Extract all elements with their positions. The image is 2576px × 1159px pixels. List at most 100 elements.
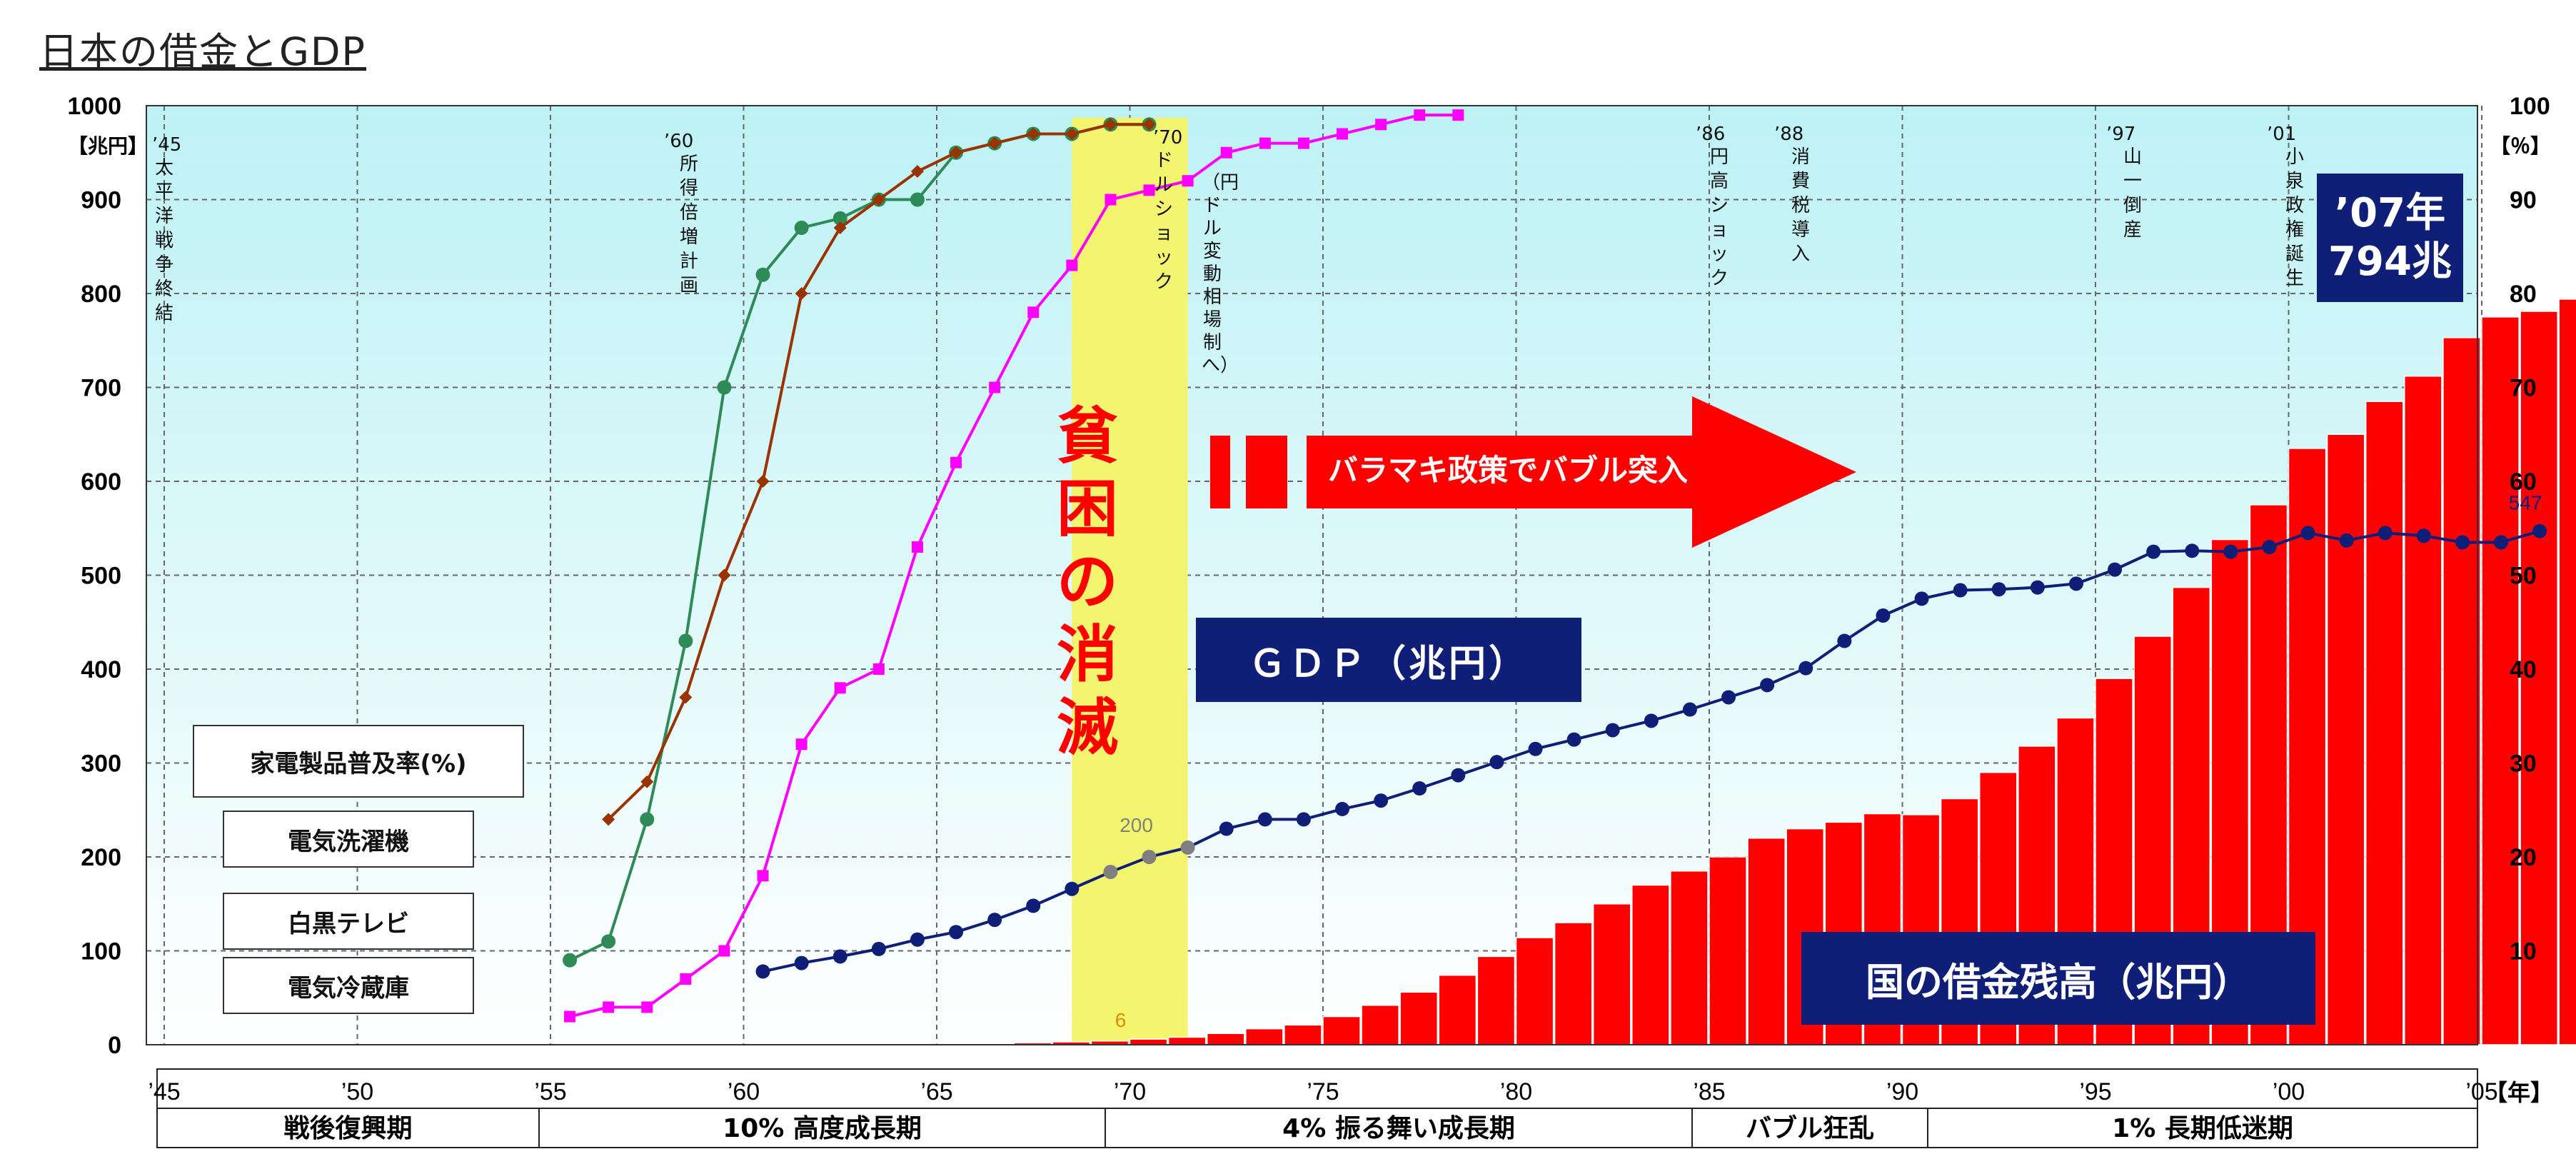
gdp-point <box>1682 702 1697 717</box>
fridge-point <box>1027 127 1040 141</box>
tv-point <box>603 1001 615 1013</box>
fridge-point <box>1142 118 1156 131</box>
washer-point <box>794 220 809 235</box>
event-1971: （円ドル変動相場制へ） <box>1202 171 1239 377</box>
era-high-growth: 10% 高度成長期 <box>723 1114 922 1143</box>
event-year: ’45 <box>152 134 182 156</box>
right-tick-label: 100 <box>2510 93 2550 120</box>
x-tick-label: ’70 <box>1114 1078 1146 1105</box>
fridge-point <box>950 146 963 159</box>
legend-washer: 電気洗濯機 <box>223 811 474 868</box>
gdp-point <box>2532 523 2547 538</box>
left-tick-label: 900 <box>81 187 121 214</box>
gdp-point <box>2494 535 2509 550</box>
debt-box: 国の借金残高（兆円） <box>1801 932 2315 1025</box>
debt-bar <box>1399 991 1439 1045</box>
legend-fridge: 電気冷蔵庫 <box>223 957 474 1014</box>
gdp-point <box>2339 533 2354 548</box>
debt-bar <box>1206 1033 1245 1045</box>
gdp-point <box>1489 755 1504 770</box>
gdp-point <box>1644 713 1659 728</box>
event-year: ’01 <box>2267 124 2297 145</box>
event-label: 所得倍増計画 <box>679 154 698 296</box>
debt-bar <box>1245 1028 1284 1045</box>
gdp-point <box>1798 661 1813 676</box>
fridge-point <box>910 165 924 179</box>
tv-point <box>1027 306 1040 318</box>
washer-point <box>717 380 732 395</box>
gdp-point <box>1296 812 1311 827</box>
gdp-547-label: 547 <box>2509 492 2542 514</box>
debt-2007-callout: ’07年 794兆 <box>2317 174 2463 302</box>
gdp-point <box>1257 812 1272 827</box>
debt-bar <box>2442 337 2481 1045</box>
bubble-arrow <box>1210 396 1856 548</box>
gdp-point <box>1451 768 1466 783</box>
debt-bar <box>2326 433 2365 1045</box>
gdp-point <box>987 913 1002 928</box>
gdp-point <box>871 941 886 956</box>
legend-header: 家電製品普及率(%) <box>193 725 524 798</box>
legend-tv: 白黒テレビ <box>223 893 474 950</box>
gdp-point <box>2108 562 2123 577</box>
debt-bar <box>1709 856 1747 1045</box>
debt-bar <box>2520 311 2558 1045</box>
debt-6-label: 6 <box>1115 1009 1127 1031</box>
debt-bar <box>2365 401 2404 1045</box>
left-tick-label: 300 <box>81 751 121 778</box>
debt-bar <box>1631 884 1670 1045</box>
tv-point <box>1182 175 1194 187</box>
tv-point <box>1452 109 1464 121</box>
fridge-point <box>1065 127 1079 141</box>
gdp-point <box>1219 821 1234 836</box>
gdp-point <box>1528 741 1543 756</box>
gdp-point <box>832 949 847 964</box>
gdp-point <box>1876 608 1891 623</box>
plot-border <box>146 105 2478 1045</box>
fridge-point <box>795 287 808 300</box>
gdp-point <box>1566 732 1581 747</box>
left-tick-label: 600 <box>81 468 121 496</box>
fridge-point <box>679 691 693 704</box>
event-year: ’86 <box>1696 124 1726 145</box>
gdp-point <box>2300 526 2315 541</box>
gdp-point <box>2185 543 2200 558</box>
debt-bar <box>1167 1036 1207 1045</box>
debt-bar <box>1322 1015 1361 1045</box>
debt-bar <box>1438 974 1477 1045</box>
washer-point <box>640 812 655 827</box>
x-tick-label: ’75 <box>1307 1078 1339 1105</box>
tv-point <box>872 663 885 675</box>
tv-point <box>795 738 807 751</box>
gdp-point <box>1335 801 1350 816</box>
fridge-point <box>640 775 654 788</box>
event-1960: ’60 所得倍増計画 <box>664 131 700 298</box>
event-label: 円高ショック <box>1709 146 1729 289</box>
gdp-box: ＧＤＰ（兆円） <box>1196 618 1581 702</box>
gdp-point <box>1180 840 1195 855</box>
gdp-point <box>2416 528 2431 543</box>
gdp-point <box>949 925 964 940</box>
debt-bar <box>1129 1038 1168 1045</box>
event-label: 太平洋戦争終結 <box>154 157 173 324</box>
right-tick-label: 40 <box>2510 656 2537 683</box>
fridge-point <box>988 136 1002 150</box>
event-label: （円ドル変動相場制へ） <box>1202 172 1239 376</box>
poverty-band <box>1072 118 1188 1045</box>
tv-point <box>1105 194 1117 206</box>
x-tick-label: ’60 <box>728 1078 760 1105</box>
left-tick-label: 200 <box>81 844 121 871</box>
washer-point <box>563 953 578 968</box>
gdp-point <box>1374 793 1389 808</box>
gdp-point <box>1953 583 1968 598</box>
x-tick-label: ’90 <box>1886 1078 1918 1105</box>
tv-point <box>564 1010 576 1023</box>
tv-point <box>834 682 846 694</box>
gdp-point <box>1103 865 1118 880</box>
page-title: 日本の借金とGDP <box>39 29 366 74</box>
era-postwar: 戦後復興期 <box>283 1114 413 1143</box>
tv-point <box>757 870 769 882</box>
x-tick-labels: ’45 ’50 ’55 ’60 ’65 ’70 ’75 ’80 ’85 ’90 ’95 ’00 ’05 <box>148 1078 2497 1105</box>
fridge-point <box>602 813 615 826</box>
right-tick-label: 10 <box>2510 938 2537 965</box>
